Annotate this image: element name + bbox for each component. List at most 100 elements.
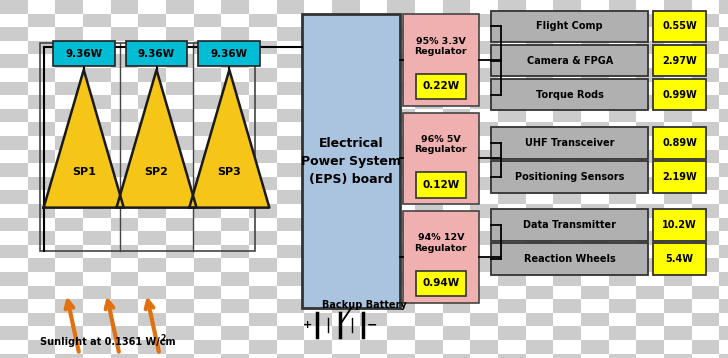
- Bar: [553, 313, 581, 326]
- Bar: [111, 258, 138, 272]
- Bar: [553, 136, 581, 150]
- Bar: [221, 122, 249, 136]
- Bar: [581, 326, 609, 340]
- Bar: [111, 14, 138, 27]
- Bar: [653, 161, 706, 193]
- Bar: [636, 14, 664, 27]
- Bar: [0, 122, 28, 136]
- Bar: [470, 109, 498, 122]
- Bar: [526, 231, 553, 245]
- Bar: [277, 218, 304, 231]
- Bar: [111, 163, 138, 177]
- Bar: [28, 272, 55, 286]
- Bar: [332, 0, 360, 14]
- Bar: [28, 0, 55, 14]
- Bar: [692, 27, 719, 41]
- Bar: [55, 218, 83, 231]
- Text: 0.22W: 0.22W: [422, 81, 459, 91]
- Text: Electrical
Power System
(EPS) board: Electrical Power System (EPS) board: [301, 137, 401, 185]
- Bar: [166, 313, 194, 326]
- Bar: [609, 41, 636, 54]
- Bar: [138, 313, 166, 326]
- Bar: [526, 163, 553, 177]
- Bar: [304, 41, 332, 54]
- Bar: [0, 218, 28, 231]
- Bar: [415, 231, 443, 245]
- Bar: [0, 272, 28, 286]
- Bar: [277, 163, 304, 177]
- Bar: [470, 218, 498, 231]
- Text: 0.55W: 0.55W: [662, 21, 697, 32]
- Bar: [609, 299, 636, 313]
- Bar: [249, 95, 277, 109]
- Bar: [360, 109, 387, 122]
- Bar: [553, 95, 581, 109]
- Bar: [553, 163, 581, 177]
- Bar: [581, 286, 609, 299]
- Bar: [581, 354, 609, 358]
- Bar: [332, 177, 360, 190]
- Bar: [581, 190, 609, 204]
- Bar: [360, 177, 387, 190]
- Bar: [332, 122, 360, 136]
- Bar: [526, 14, 553, 27]
- Bar: [40, 43, 255, 251]
- Bar: [194, 258, 221, 272]
- Bar: [194, 177, 221, 190]
- Bar: [581, 258, 609, 272]
- Bar: [719, 190, 728, 204]
- Bar: [526, 177, 553, 190]
- Bar: [581, 177, 609, 190]
- Bar: [221, 245, 249, 258]
- Bar: [553, 41, 581, 54]
- Bar: [636, 95, 664, 109]
- Bar: [221, 272, 249, 286]
- Bar: [111, 326, 138, 340]
- Bar: [470, 68, 498, 82]
- Polygon shape: [44, 70, 124, 208]
- Bar: [221, 231, 249, 245]
- Bar: [498, 177, 526, 190]
- Bar: [664, 313, 692, 326]
- Bar: [138, 82, 166, 95]
- Bar: [498, 41, 526, 54]
- Bar: [221, 163, 249, 177]
- Bar: [0, 313, 28, 326]
- Bar: [166, 14, 194, 27]
- Bar: [692, 0, 719, 14]
- Bar: [360, 245, 387, 258]
- Bar: [166, 299, 194, 313]
- Bar: [609, 313, 636, 326]
- Bar: [636, 354, 664, 358]
- Bar: [470, 204, 498, 218]
- Bar: [0, 177, 28, 190]
- Bar: [470, 326, 498, 340]
- Bar: [304, 150, 332, 163]
- Text: 0.99W: 0.99W: [662, 90, 697, 100]
- Bar: [55, 313, 83, 326]
- Bar: [553, 14, 581, 27]
- Bar: [55, 190, 83, 204]
- Bar: [138, 326, 166, 340]
- Bar: [332, 150, 360, 163]
- Bar: [221, 258, 249, 272]
- Bar: [221, 82, 249, 95]
- Bar: [277, 14, 304, 27]
- Bar: [111, 109, 138, 122]
- Bar: [498, 245, 526, 258]
- Bar: [221, 340, 249, 354]
- Bar: [443, 163, 470, 177]
- Bar: [526, 245, 553, 258]
- Bar: [55, 14, 83, 27]
- Bar: [415, 204, 443, 218]
- Bar: [138, 204, 166, 218]
- Bar: [470, 258, 498, 272]
- Bar: [304, 340, 332, 354]
- Bar: [609, 109, 636, 122]
- Bar: [470, 354, 498, 358]
- Bar: [553, 204, 581, 218]
- Bar: [415, 14, 443, 27]
- Bar: [0, 190, 28, 204]
- Bar: [636, 313, 664, 326]
- Bar: [498, 218, 526, 231]
